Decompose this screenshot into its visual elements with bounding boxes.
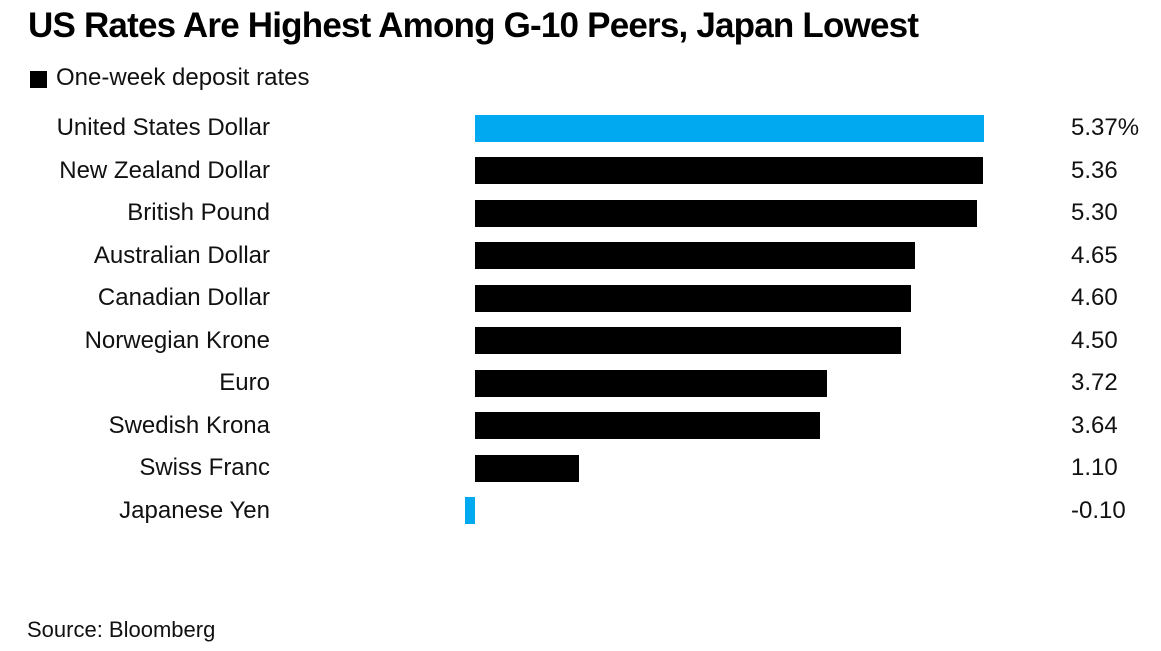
bar-british-pound: [474, 199, 977, 227]
category-label-swiss-franc: Swiss Franc: [139, 453, 270, 481]
value-label-swiss-franc: 1.10: [1071, 453, 1118, 481]
legend-label: One-week deposit rates: [56, 64, 310, 91]
value-label-norwegian-krone: 4.50: [1071, 326, 1118, 354]
category-label-british-pound: British Pound: [127, 198, 270, 226]
value-label-swedish-krona: 3.64: [1071, 411, 1118, 439]
category-label-canadian-dollar: Canadian Dollar: [97, 283, 270, 311]
bar-canadian-dollar: [474, 284, 911, 312]
chart-title: US Rates Are Highest Among G-10 Peers, J…: [28, 6, 919, 45]
chart-row-norwegian-krone: Norwegian Krone 4.50: [0, 319, 1161, 362]
chart-row-canadian-dollar: Canadian Dollar 4.60: [0, 277, 1161, 320]
chart-row-euro: Euro 3.72: [0, 362, 1161, 405]
chart-row-swiss-franc: Swiss Franc 1.10: [0, 447, 1161, 490]
bar-swedish-krona: [474, 412, 820, 439]
bar-australian-dollar: [474, 242, 916, 269]
category-label-swedish-krona: Swedish Krona: [108, 411, 270, 439]
value-label-australian-dollar: 4.65: [1071, 241, 1118, 269]
value-label-new-zealand-dollar: 5.36: [1071, 156, 1118, 184]
value-label-british-pound: 5.30: [1071, 198, 1118, 226]
category-label-japanese-yen: Japanese Yen: [119, 496, 270, 524]
category-label-australian-dollar: Australian Dollar: [93, 241, 270, 269]
category-label-united-states-dollar: United States Dollar: [56, 113, 270, 141]
category-label-norwegian-krone: Norwegian Krone: [84, 326, 270, 354]
chart-row-united-states-dollar: United States Dollar 5.37%: [0, 107, 1161, 150]
bar-united-states-dollar: [474, 114, 984, 142]
bar-new-zealand-dollar: [474, 157, 983, 184]
category-label-euro: Euro: [219, 368, 270, 396]
bar-swiss-franc: [474, 454, 579, 482]
bar-euro: [474, 369, 828, 397]
value-label-canadian-dollar: 4.60: [1071, 283, 1118, 311]
value-label-united-states-dollar: 5.37%: [1071, 113, 1140, 141]
bar-japanese-yen: [465, 497, 475, 524]
legend-marker-icon: [30, 70, 47, 88]
value-label-euro: 3.72: [1071, 368, 1118, 396]
source-note: Source: Bloomberg: [27, 617, 216, 642]
bar-chart: United States Dollar 5.37% New Zealand Dol…: [0, 107, 1161, 532]
legend: One-week deposit rates: [30, 66, 309, 92]
value-label-japanese-yen: -0.10: [1071, 496, 1126, 524]
chart-row-japanese-yen: Japanese Yen -0.10: [0, 489, 1161, 532]
chart-row-australian-dollar: Australian Dollar 4.65: [0, 234, 1161, 277]
chart-row-british-pound: British Pound 5.30: [0, 192, 1161, 235]
bar-norwegian-krone: [474, 327, 901, 354]
chart-row-new-zealand-dollar: New Zealand Dollar 5.36: [0, 149, 1161, 192]
chart-row-swedish-krona: Swedish Krona 3.64: [0, 404, 1161, 447]
category-label-new-zealand-dollar: New Zealand Dollar: [59, 156, 270, 184]
